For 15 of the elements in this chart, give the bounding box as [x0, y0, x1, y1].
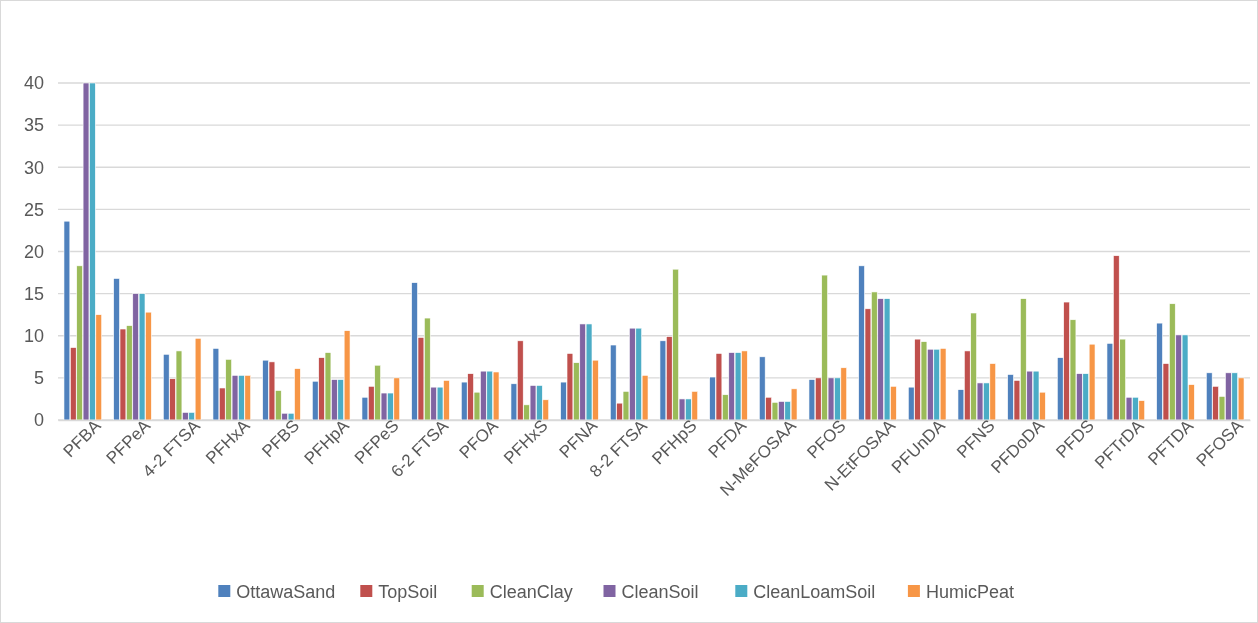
y-tick-label: 30 — [23, 157, 44, 178]
legend-label: CleanSoil — [621, 582, 699, 603]
legend-label: CleanLoamSoil — [753, 582, 876, 603]
y-tick-label: 0 — [33, 410, 44, 431]
y-tick-label: 35 — [23, 115, 44, 136]
y-tick-label: 10 — [23, 326, 44, 347]
y-tick-label: 5 — [33, 368, 44, 389]
legend-label: TopSoil — [378, 582, 438, 603]
legend-label: CleanClay — [489, 582, 573, 603]
y-tick-label: 20 — [23, 241, 44, 262]
y-tick-label: 40 — [23, 73, 44, 94]
legend-label: OttawaSand — [236, 582, 336, 603]
y-tick-label: 15 — [23, 283, 44, 304]
y-tick-label: 25 — [23, 199, 44, 220]
legend-label: HumicPeat — [925, 582, 1014, 603]
